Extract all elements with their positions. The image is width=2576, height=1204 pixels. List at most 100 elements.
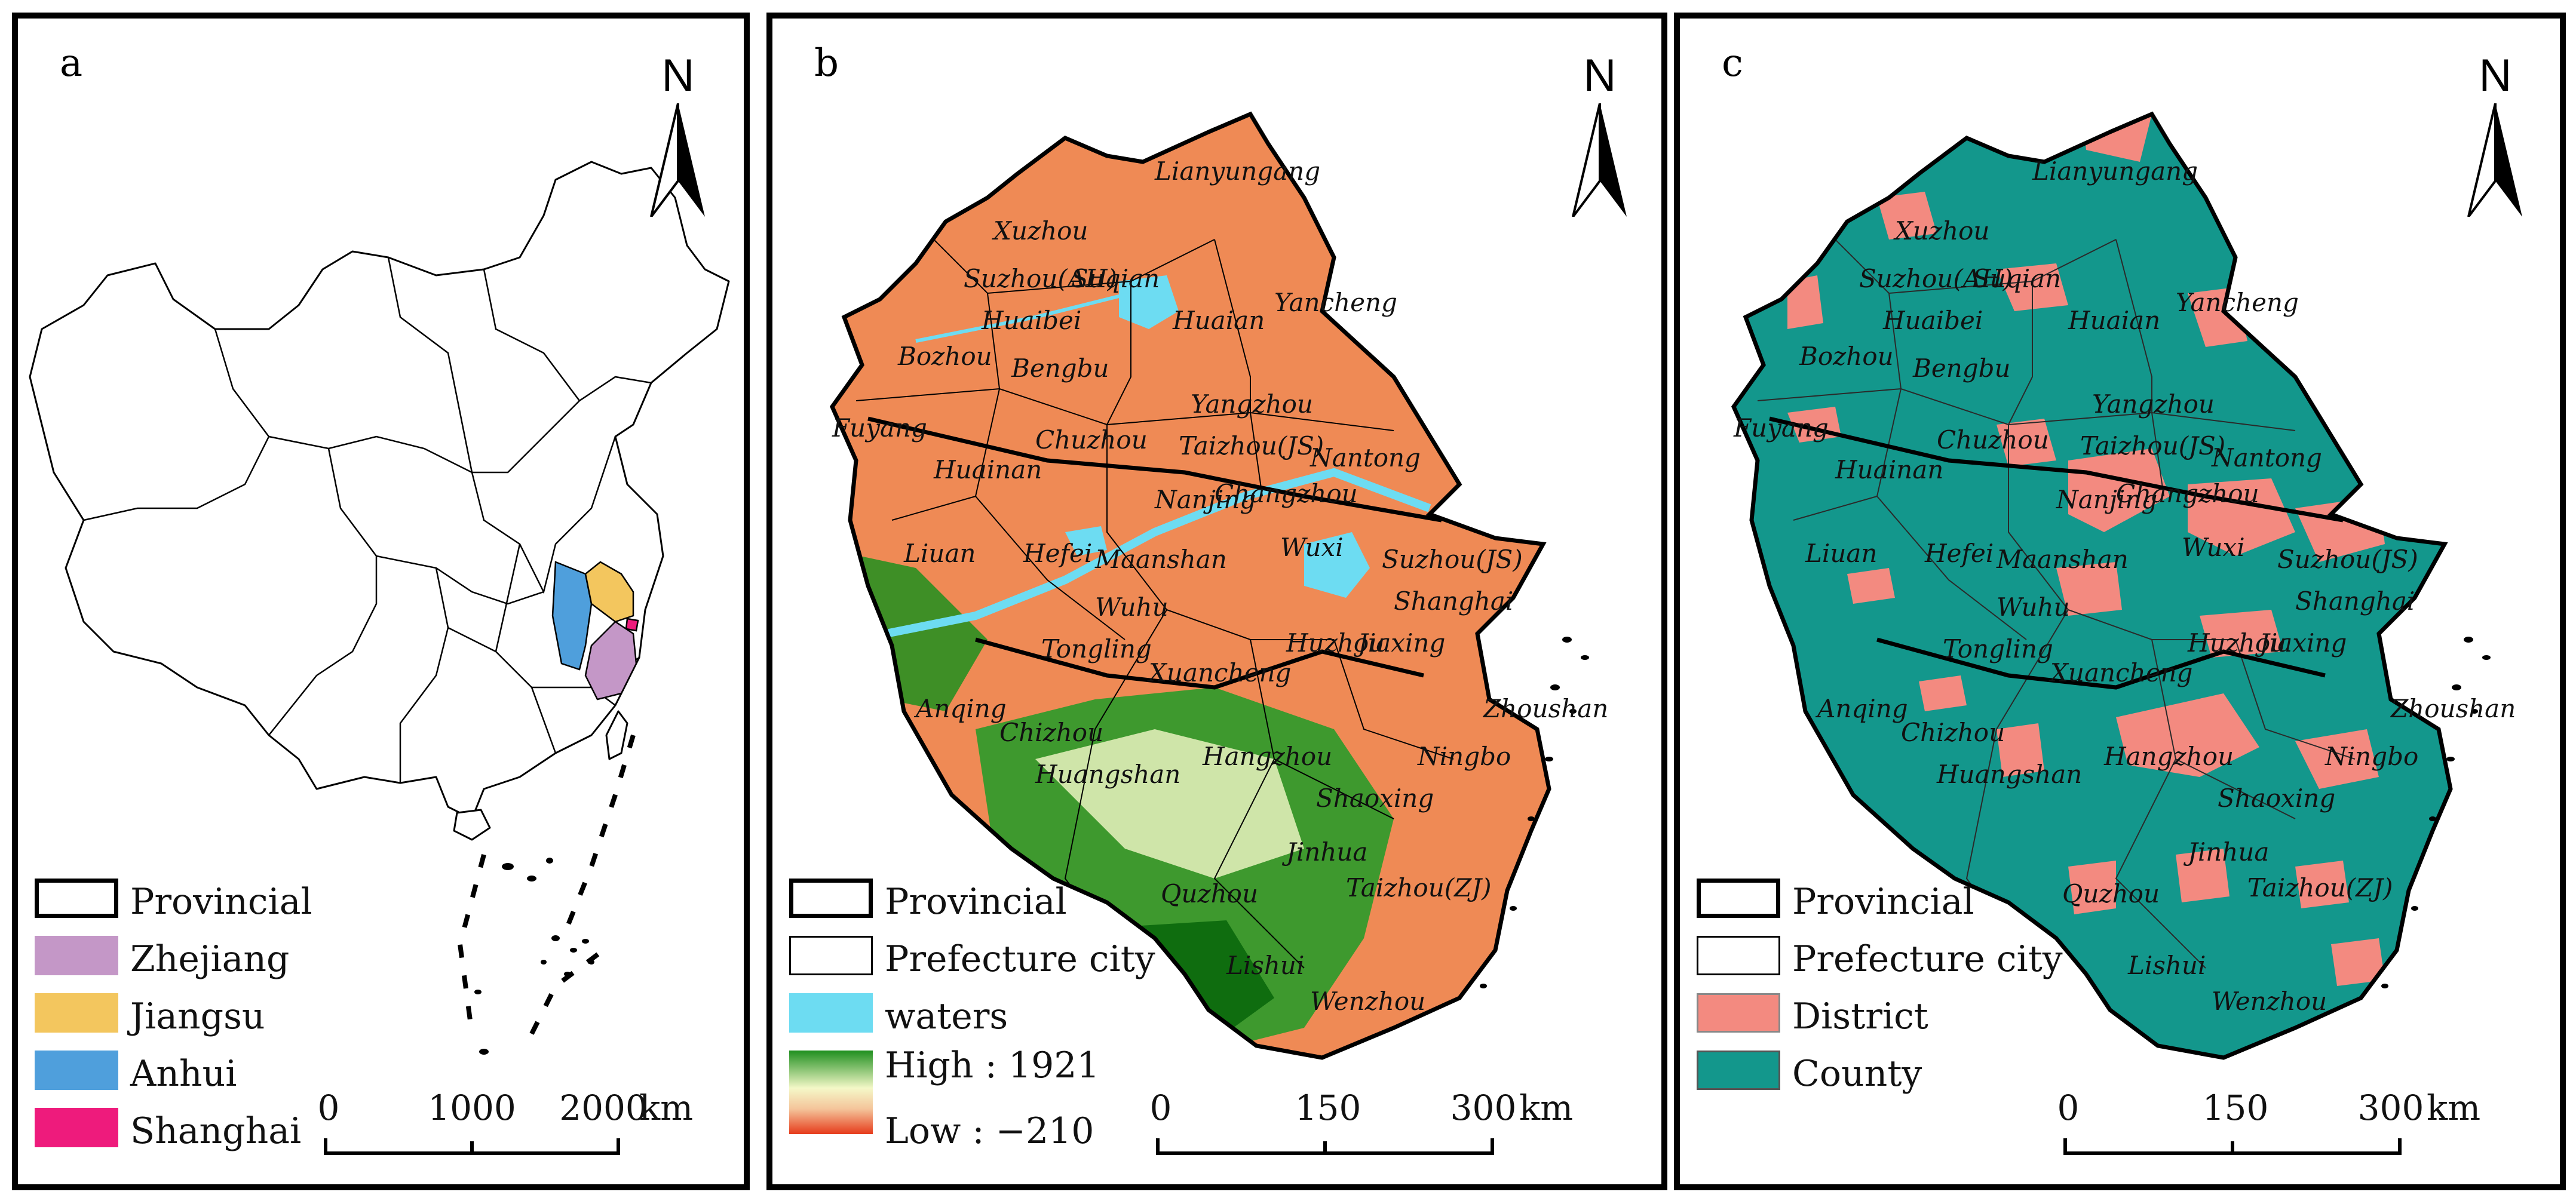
north-label-b: N [1583, 50, 1617, 101]
city-label: Suzhou(JS) [2277, 545, 2418, 574]
city-label: Wuhu [1095, 592, 1169, 622]
city-label: Huainan [933, 455, 1042, 484]
north-label-c: N [2479, 50, 2512, 101]
legend-label: Provincial [1792, 881, 1974, 923]
city-label: Yangzhou [2092, 389, 2215, 419]
district-region [2116, 693, 2259, 777]
district-region [1787, 275, 1823, 329]
city-label: Maanshan [1996, 545, 2129, 574]
city-label: Hangzhou [2103, 742, 2234, 771]
district-region [2068, 449, 2170, 532]
city-label: Wuxi [1280, 533, 1344, 562]
city-label: Huaian [1172, 306, 1265, 335]
scale-tick-label: 0 [1149, 1088, 1172, 1128]
legend-label: Jiangsu [130, 996, 265, 1037]
north-arrow-icon [650, 103, 705, 217]
legend-label: Prefecture city [885, 938, 1155, 980]
city-label: Huaian [2068, 306, 2160, 335]
city-label: Suzhou(JS) [1382, 545, 1523, 574]
scale-bar-a: 0 1000 2000 km [305, 1088, 723, 1159]
scale-tick-label: 2000 [559, 1088, 648, 1128]
district-region [1997, 419, 2056, 466]
legend-swatch-prefecture [789, 936, 873, 975]
city-label: Shanghai [1394, 586, 1513, 616]
city-label: Huainan [1835, 455, 1943, 484]
district-region [2200, 610, 2283, 658]
taiwan-island [605, 710, 628, 760]
city-label: Nantong [2211, 443, 2322, 472]
scale-unit: km [639, 1088, 694, 1128]
city-label: Jinhua [1281, 837, 1367, 867]
legend-label: Prefecture city [1792, 938, 2063, 980]
city-label: Hefei [1023, 539, 1092, 568]
city-label: Taizhou(ZJ) [2247, 873, 2393, 902]
hainan-island [453, 809, 491, 841]
legend-swatch-zhejiang [35, 936, 118, 975]
scale-line [1156, 1138, 1494, 1155]
city-label: Lishui [1226, 951, 1304, 980]
city-label: Tongling [1041, 634, 1152, 664]
city-label: Xuzhou [1893, 216, 1989, 245]
city-label: Wuxi [2182, 533, 2245, 562]
zhejiang-region [584, 621, 637, 701]
panel-b: b [766, 13, 1667, 1190]
scale-bar-b: 0 150 300 km [1137, 1088, 1573, 1159]
legend-label: Provincial [130, 881, 312, 923]
city-label: Wenzhou [1310, 987, 1425, 1016]
yangtze-river [855, 468, 1431, 644]
north-arrow-c: N [2451, 50, 2540, 241]
district-region [2056, 562, 2122, 616]
city-label: Changzhou [2116, 479, 2259, 508]
city-label: Bozhou [1799, 342, 1894, 371]
city-label: Jinhua [2183, 837, 2269, 867]
legend-swatch-provincial [35, 879, 118, 918]
city-label: Suzhou(AH) [1859, 264, 2013, 293]
lake-hongze [1119, 275, 1179, 329]
scale-tick-label: 300 [1450, 1088, 1517, 1128]
scale-tick-label: 0 [317, 1088, 340, 1128]
shanghai-region [625, 618, 639, 632]
legend-label: waters [885, 996, 1008, 1037]
district-county-map: Lianyungang Xuzhou Suzhou(AH) Suqian Hua… [1680, 19, 2516, 1184]
city-label: Jiaxing [1353, 628, 1445, 658]
lake-taihu [1304, 532, 1370, 598]
city-label: Liuan [1805, 539, 1877, 568]
city-label: Maanshan [1094, 545, 1227, 574]
scale-tick-label: 150 [1295, 1088, 1361, 1128]
city-label: Yancheng [2176, 288, 2299, 317]
city-label: Ningbo [2324, 742, 2418, 771]
city-label: Fuyang [832, 413, 927, 443]
city-label: Chuzhou [1937, 425, 2049, 454]
city-label: Liuan [903, 539, 976, 568]
jiangsu-region [584, 561, 634, 623]
city-label: Quzhou [2062, 879, 2160, 908]
legend-label: County [1792, 1053, 1922, 1095]
district-region [1997, 723, 2044, 777]
city-label: Yangzhou [1191, 389, 1313, 419]
city-label: Ningbo [1417, 742, 1511, 771]
scale-line [2063, 1138, 2402, 1155]
china-outline [29, 161, 730, 820]
city-label: Nanjing [1154, 485, 1256, 514]
scale-bar-c: 0 150 300 km [2044, 1088, 2480, 1159]
legend-swatch-county [1697, 1051, 1780, 1090]
district-region [1919, 675, 1967, 711]
city-label: Tongling [1943, 634, 2053, 664]
city-label: Anqing [1815, 694, 1908, 723]
city-label: Hefei [1924, 539, 1994, 568]
city-label: Shanghai [2295, 586, 2415, 616]
legend-label: Shanghai [130, 1110, 302, 1152]
city-label: Wenzhou [2212, 987, 2327, 1016]
city-label: Lishui [2127, 951, 2206, 980]
north-arrow-b: N [1555, 50, 1645, 241]
china-map [29, 161, 730, 1055]
city-label: Xuancheng [1147, 658, 1291, 687]
scale-unit: km [1519, 1088, 1574, 1128]
north-arrow-icon [2467, 103, 2522, 217]
legend-swatch-prefecture [1697, 936, 1780, 975]
city-label: Suzhou(AH) [964, 264, 1117, 293]
city-label: Taizhou(ZJ) [1346, 873, 1492, 902]
highland-hills [1035, 729, 1304, 879]
city-labels-c: Lianyungang Xuzhou Suzhou(AH) Suqian Hua… [1733, 156, 2516, 1016]
city-label: Bozhou [897, 342, 992, 371]
